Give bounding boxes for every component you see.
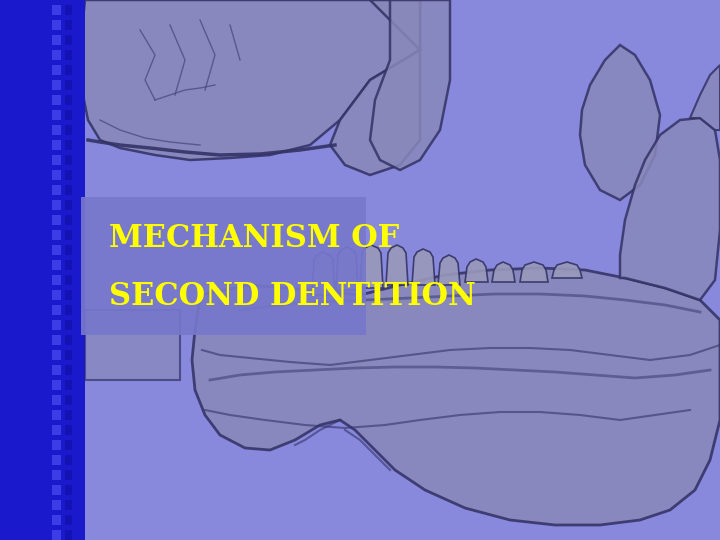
Bar: [52, 170, 61, 180]
Bar: [65, 290, 72, 300]
Bar: [52, 380, 61, 390]
Bar: [0, 0, 85, 540]
Bar: [52, 410, 61, 420]
Polygon shape: [552, 262, 582, 278]
Bar: [52, 215, 61, 225]
Bar: [52, 140, 61, 150]
Bar: [52, 335, 61, 345]
Bar: [65, 455, 72, 465]
Polygon shape: [520, 262, 548, 282]
Bar: [52, 155, 61, 165]
Bar: [65, 365, 72, 375]
Bar: [52, 500, 61, 510]
Bar: [52, 425, 61, 435]
Bar: [52, 50, 61, 60]
Bar: [52, 125, 61, 135]
Polygon shape: [312, 252, 335, 295]
Bar: [65, 170, 72, 180]
Polygon shape: [330, 0, 420, 175]
Bar: [65, 200, 72, 210]
Bar: [65, 410, 72, 420]
Bar: [52, 320, 61, 330]
Bar: [65, 155, 72, 165]
Polygon shape: [492, 262, 515, 282]
Bar: [52, 485, 61, 495]
Bar: [52, 395, 61, 405]
Bar: [65, 320, 72, 330]
Bar: [65, 485, 72, 495]
Bar: [52, 185, 61, 195]
Bar: [52, 20, 61, 30]
Bar: [65, 380, 72, 390]
Polygon shape: [690, 65, 720, 130]
Bar: [65, 515, 72, 525]
Bar: [52, 35, 61, 45]
Bar: [65, 530, 72, 540]
Bar: [52, 365, 61, 375]
Bar: [52, 245, 61, 255]
Bar: [65, 260, 72, 270]
Bar: [65, 80, 72, 90]
Bar: [65, 5, 72, 15]
Bar: [52, 110, 61, 120]
Bar: [52, 230, 61, 240]
Bar: [65, 275, 72, 285]
Polygon shape: [85, 310, 180, 380]
Polygon shape: [580, 45, 660, 200]
Bar: [65, 65, 72, 75]
Bar: [65, 230, 72, 240]
Polygon shape: [336, 247, 358, 290]
Bar: [65, 440, 72, 450]
Bar: [52, 95, 61, 105]
Bar: [65, 425, 72, 435]
Text: MECHANISM OF: MECHANISM OF: [109, 223, 400, 254]
Polygon shape: [620, 118, 720, 300]
Bar: [52, 530, 61, 540]
Bar: [52, 455, 61, 465]
Bar: [65, 50, 72, 60]
Bar: [52, 80, 61, 90]
Polygon shape: [360, 245, 383, 288]
Bar: [65, 395, 72, 405]
Bar: [65, 500, 72, 510]
Bar: [65, 35, 72, 45]
Polygon shape: [412, 249, 435, 285]
Bar: [52, 470, 61, 480]
Bar: [65, 335, 72, 345]
Polygon shape: [465, 259, 488, 282]
Bar: [52, 440, 61, 450]
Polygon shape: [386, 245, 408, 285]
Bar: [65, 305, 72, 315]
Polygon shape: [82, 0, 420, 160]
Bar: [65, 110, 72, 120]
Bar: [52, 275, 61, 285]
Bar: [52, 350, 61, 360]
Polygon shape: [438, 255, 460, 285]
Bar: [52, 200, 61, 210]
Bar: [52, 515, 61, 525]
Bar: [65, 215, 72, 225]
Bar: [65, 20, 72, 30]
Bar: [81, 197, 366, 335]
Bar: [52, 305, 61, 315]
Bar: [65, 140, 72, 150]
Text: SECOND DENTITION: SECOND DENTITION: [109, 281, 476, 312]
Bar: [52, 65, 61, 75]
Bar: [65, 95, 72, 105]
Bar: [65, 185, 72, 195]
Polygon shape: [192, 268, 720, 525]
Bar: [52, 260, 61, 270]
Bar: [65, 125, 72, 135]
Bar: [65, 245, 72, 255]
Bar: [52, 290, 61, 300]
Bar: [65, 350, 72, 360]
Bar: [65, 470, 72, 480]
Polygon shape: [370, 0, 450, 170]
Bar: [52, 5, 61, 15]
